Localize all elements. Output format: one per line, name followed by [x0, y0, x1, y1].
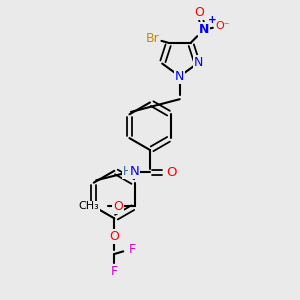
Text: F: F [111, 266, 118, 278]
Text: N: N [199, 23, 209, 36]
Text: CH₃: CH₃ [78, 202, 99, 212]
Text: F: F [129, 243, 136, 256]
Text: O⁻: O⁻ [215, 21, 230, 31]
Text: O: O [110, 230, 119, 243]
Text: H: H [123, 165, 131, 178]
Text: O: O [166, 166, 177, 179]
Text: +: + [208, 15, 217, 25]
Text: N: N [175, 70, 184, 83]
Text: O: O [194, 6, 204, 19]
Text: Br: Br [146, 32, 159, 45]
Text: N: N [194, 56, 203, 70]
Text: N: N [129, 165, 139, 178]
Text: O: O [113, 200, 123, 213]
